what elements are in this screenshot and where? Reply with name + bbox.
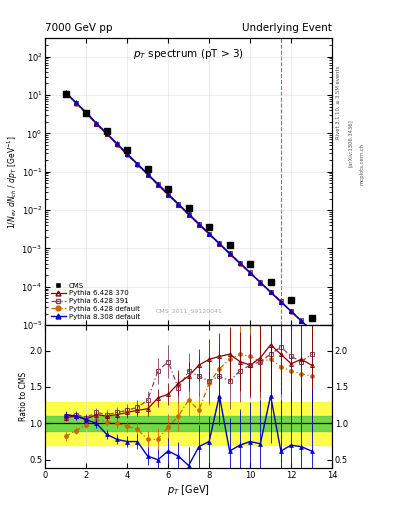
Text: Underlying Event: Underlying Event bbox=[242, 23, 332, 33]
Text: Rivet 3.1.10, ≥ 3.5M events: Rivet 3.1.10, ≥ 3.5M events bbox=[336, 66, 341, 139]
Text: mcplots.cern.ch: mcplots.cern.ch bbox=[360, 143, 365, 185]
Text: $p_T$ spectrum (pT > 3): $p_T$ spectrum (pT > 3) bbox=[133, 47, 244, 61]
Text: 7000 GeV pp: 7000 GeV pp bbox=[45, 23, 113, 33]
Text: [arXiv:1306.3436]: [arXiv:1306.3436] bbox=[348, 119, 353, 167]
Legend: CMS, Pythia 6.428 370, Pythia 6.428 391, Pythia 6.428 default, Pythia 8.308 defa: CMS, Pythia 6.428 370, Pythia 6.428 391,… bbox=[49, 281, 142, 322]
X-axis label: $p_T$ [GeV]: $p_T$ [GeV] bbox=[167, 483, 210, 497]
Y-axis label: Ratio to CMS: Ratio to CMS bbox=[19, 372, 28, 421]
Y-axis label: $1/N_{ev}\ dN_{ch}\ /\ dp_T\ [\mathrm{GeV}^{-1}]$: $1/N_{ev}\ dN_{ch}\ /\ dp_T\ [\mathrm{Ge… bbox=[6, 135, 20, 229]
Text: CMS_2011_S9120041: CMS_2011_S9120041 bbox=[155, 308, 222, 314]
